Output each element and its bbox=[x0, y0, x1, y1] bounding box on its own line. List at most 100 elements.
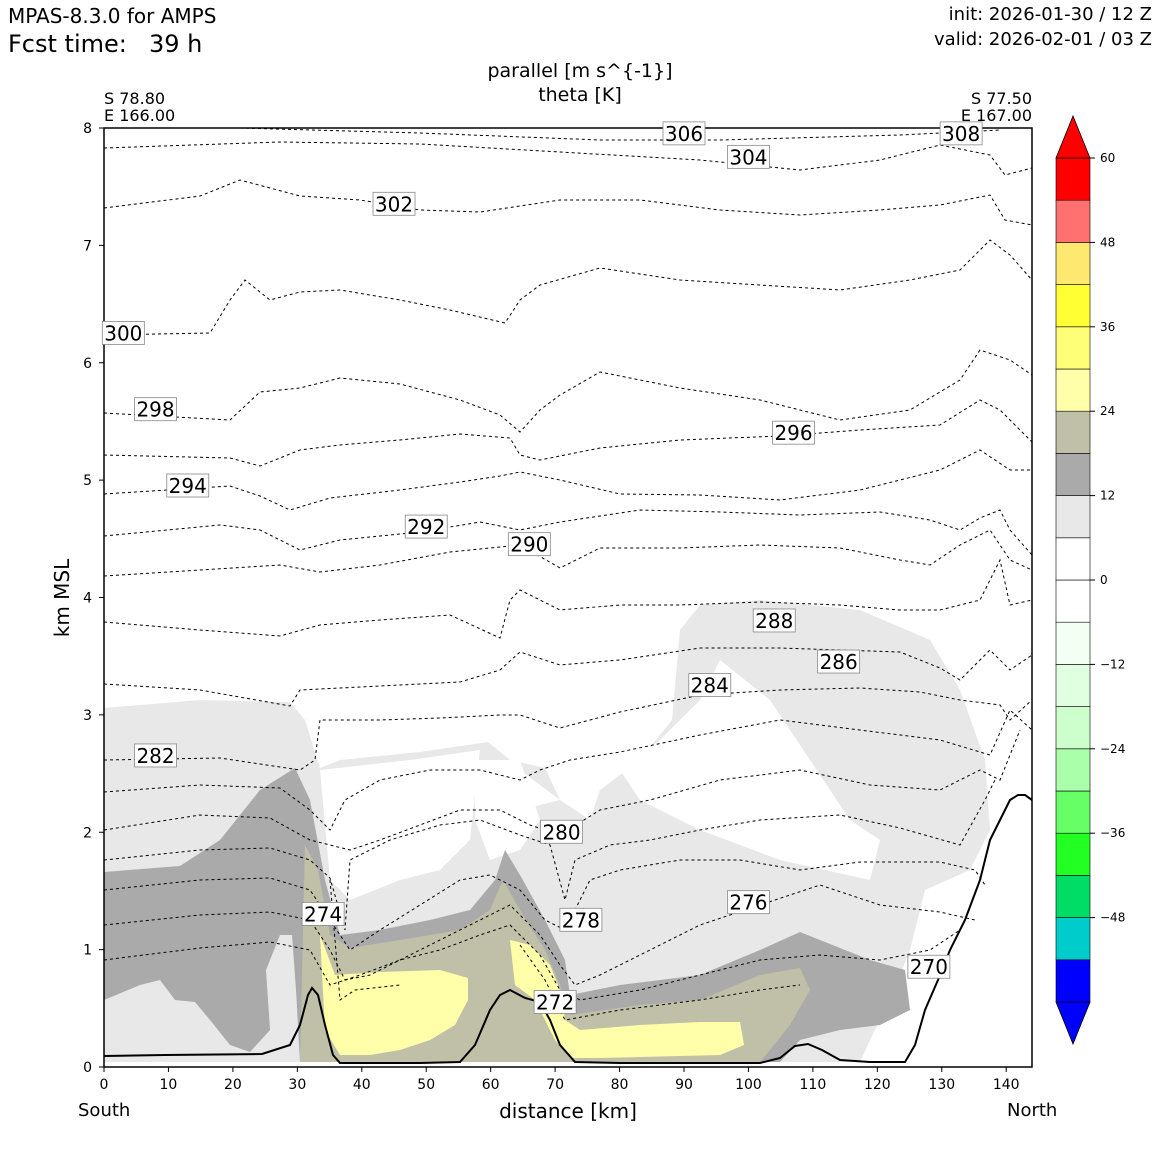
colorbar-segment bbox=[1055, 368, 1091, 412]
x-tick-label: 70 bbox=[546, 1077, 564, 1093]
contour-label-276: 276 bbox=[727, 890, 770, 915]
colorbar-segment bbox=[1055, 706, 1091, 750]
colorbar-segment bbox=[1055, 453, 1091, 496]
colorbar-segment bbox=[1055, 242, 1091, 285]
contour-label-box bbox=[727, 144, 770, 169]
contour-label-text: 294 bbox=[169, 474, 207, 498]
y-tick-label: 3 bbox=[83, 708, 92, 724]
contour-label-box bbox=[662, 121, 706, 146]
x-tick-label: 90 bbox=[675, 1077, 693, 1093]
contour-label-286: 286 bbox=[817, 649, 861, 674]
colorbar-tick-label: 48 bbox=[1100, 235, 1115, 249]
contour-label-text: 288 bbox=[755, 609, 793, 633]
colorbar-segment bbox=[1055, 157, 1091, 201]
colorbar: 60 48 36 24 12 0 −12 −24 −36 −48 bbox=[1055, 114, 1125, 1046]
colorbar-tick-label: −24 bbox=[1100, 742, 1125, 756]
contour-label-270: 270 bbox=[907, 954, 951, 979]
fcst-value: 39 h bbox=[149, 30, 203, 58]
contour-label-text: 286 bbox=[820, 650, 858, 674]
chart-subtitle: theta [K] bbox=[538, 84, 622, 106]
colorbar-segment bbox=[1055, 410, 1091, 454]
contour-label-282: 282 bbox=[134, 743, 177, 768]
contour-label-box bbox=[101, 321, 145, 345]
contour-label-274: 274 bbox=[301, 902, 345, 926]
contour-label-box bbox=[372, 191, 416, 216]
contour-label-278: 278 bbox=[559, 907, 603, 932]
contour-label-box bbox=[817, 649, 861, 674]
wind-shade-clear bbox=[475, 760, 540, 860]
contour-label-text: 284 bbox=[691, 674, 729, 698]
terrain-line bbox=[103, 794, 1033, 1064]
x-tick-label: 20 bbox=[224, 1077, 242, 1093]
valid-time: valid: 2026-02-01 / 03 Z bbox=[934, 29, 1152, 50]
colorbar-segment bbox=[1055, 579, 1091, 623]
contour-label-box bbox=[688, 673, 732, 697]
contour-label-text: 296 bbox=[774, 421, 812, 445]
contour-label-290: 290 bbox=[507, 532, 551, 557]
colorbar-segment bbox=[1055, 664, 1091, 707]
contour-label-box bbox=[134, 397, 177, 422]
x-tick-label: 10 bbox=[160, 1077, 178, 1093]
contour-label-text: 302 bbox=[375, 192, 413, 216]
y-tick-label: 6 bbox=[83, 356, 92, 372]
contour-label-text: 274 bbox=[304, 902, 342, 926]
contour-label-text: 272 bbox=[536, 990, 574, 1014]
y-tick-label: 2 bbox=[83, 825, 92, 841]
wind-shade-24-30 bbox=[320, 935, 468, 1055]
y-tick-label: 1 bbox=[83, 943, 92, 959]
colorbar-segment bbox=[1055, 748, 1091, 792]
init-time: init: 2026-01-30 / 12 Z bbox=[948, 4, 1152, 25]
colorbar-tick-label: 36 bbox=[1100, 320, 1115, 334]
contour-label-296: 296 bbox=[772, 420, 815, 445]
contour-label-text: 280 bbox=[542, 820, 580, 844]
x-tick-label: 110 bbox=[800, 1077, 827, 1093]
colorbar-segment bbox=[1055, 621, 1091, 665]
direction-north: North bbox=[1007, 1100, 1058, 1121]
y-tick-label: 5 bbox=[83, 473, 92, 489]
colorbar-tick-label: −36 bbox=[1100, 826, 1125, 840]
chart-title: parallel [m s^{-1}] bbox=[487, 60, 673, 82]
colorbar-extend-min bbox=[1055, 1001, 1091, 1046]
wind-shade-clear bbox=[320, 750, 480, 900]
y-tick-label: 4 bbox=[83, 591, 92, 607]
right-longitude: E 167.00 bbox=[960, 106, 1032, 125]
contour-label-box bbox=[559, 907, 603, 932]
contour-label-288: 288 bbox=[752, 608, 796, 633]
contour-label-box bbox=[533, 990, 577, 1014]
contour-label-box bbox=[166, 473, 210, 498]
x-tick-label: 130 bbox=[928, 1077, 955, 1093]
contour-label-text: 300 bbox=[104, 321, 142, 345]
contour-label-280: 280 bbox=[540, 819, 583, 844]
x-tick-label: 140 bbox=[993, 1077, 1020, 1093]
contour-label-text: 292 bbox=[407, 515, 445, 539]
contour-label-text: 306 bbox=[665, 122, 703, 146]
colorbar-segment bbox=[1055, 326, 1091, 370]
contour-label-304: 304 bbox=[727, 144, 770, 169]
contour-labels: 270 272 274 276 278 280 282 284 286 288 290 292 294 2… bbox=[101, 121, 983, 1014]
contour-label-text: 270 bbox=[910, 955, 948, 979]
contour-label-272: 272 bbox=[533, 990, 577, 1014]
contour-label-box bbox=[507, 532, 551, 557]
colorbar-segment bbox=[1055, 495, 1091, 539]
colorbar-segment bbox=[1055, 832, 1091, 876]
left-longitude: E 166.00 bbox=[104, 106, 176, 125]
contour-label-text: 290 bbox=[510, 533, 548, 557]
y-tick-label: 0 bbox=[83, 1060, 92, 1076]
wind-shade-clear bbox=[620, 660, 880, 880]
x-tick-label: 80 bbox=[611, 1077, 629, 1093]
contour-label-text: 298 bbox=[136, 398, 174, 422]
contour-label-box bbox=[134, 743, 177, 768]
contour-label-box bbox=[772, 420, 815, 445]
contour-label-308: 308 bbox=[939, 121, 983, 146]
contour-label-298: 298 bbox=[134, 397, 177, 422]
colorbar-tick-label: −48 bbox=[1100, 911, 1125, 925]
model-title: MPAS-8.3.0 for AMPS bbox=[8, 4, 217, 28]
wind-shade-clear bbox=[104, 935, 300, 1062]
colorbar-segment bbox=[1055, 284, 1091, 328]
contour-label-text: 276 bbox=[729, 891, 767, 915]
x-tick-label: 0 bbox=[100, 1077, 109, 1093]
contour-label-306: 306 bbox=[662, 121, 706, 146]
colorbar-segment bbox=[1055, 199, 1091, 243]
wind-shade-24-30 bbox=[510, 940, 744, 1058]
